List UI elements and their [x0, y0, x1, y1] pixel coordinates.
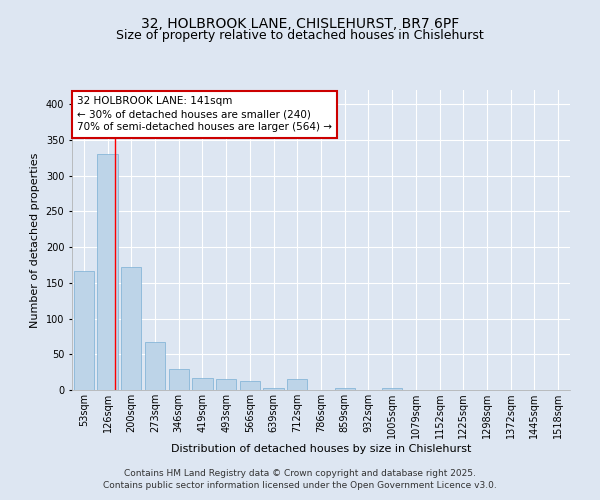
Bar: [169, 368, 189, 390]
X-axis label: Distribution of detached houses by size in Chislehurst: Distribution of detached houses by size …: [171, 444, 471, 454]
Bar: [263, 388, 284, 390]
Bar: [287, 380, 307, 390]
Text: Size of property relative to detached houses in Chislehurst: Size of property relative to detached ho…: [116, 29, 484, 42]
Bar: [193, 378, 212, 390]
Text: 32, HOLBROOK LANE, CHISLEHURST, BR7 6PF: 32, HOLBROOK LANE, CHISLEHURST, BR7 6PF: [141, 18, 459, 32]
Text: Contains HM Land Registry data © Crown copyright and database right 2025.: Contains HM Land Registry data © Crown c…: [124, 468, 476, 477]
Bar: [382, 388, 402, 390]
Bar: [121, 267, 142, 390]
Bar: [97, 154, 118, 390]
Bar: [240, 380, 260, 390]
Text: Contains public sector information licensed under the Open Government Licence v3: Contains public sector information licen…: [103, 481, 497, 490]
Y-axis label: Number of detached properties: Number of detached properties: [30, 152, 40, 328]
Bar: [145, 342, 165, 390]
Bar: [335, 388, 355, 390]
Bar: [74, 270, 94, 390]
Bar: [216, 378, 236, 390]
Text: 32 HOLBROOK LANE: 141sqm
← 30% of detached houses are smaller (240)
70% of semi-: 32 HOLBROOK LANE: 141sqm ← 30% of detach…: [77, 96, 332, 132]
